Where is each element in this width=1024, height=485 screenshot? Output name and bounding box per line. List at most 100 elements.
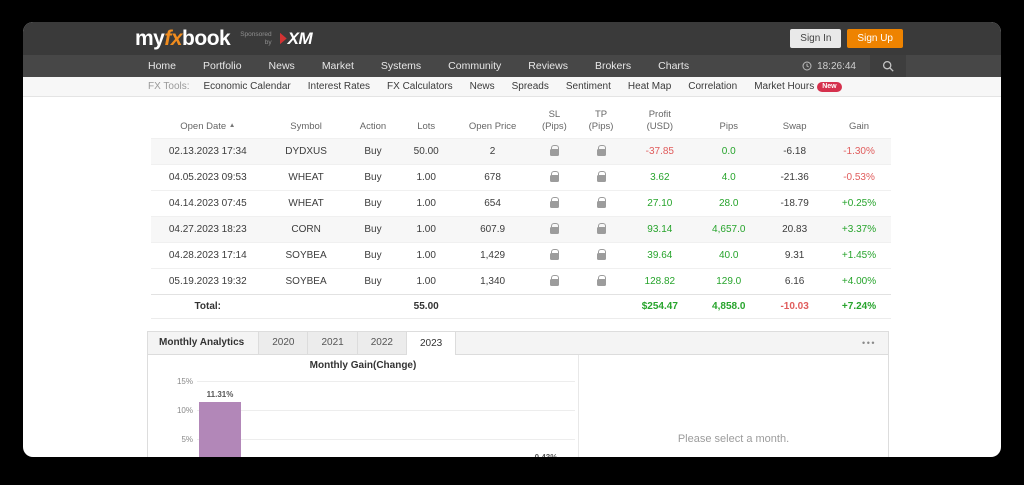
fx-tool-economic-calendar[interactable]: Economic Calendar xyxy=(203,81,291,92)
top-header: my fx book Sponsored by XM Sign In Sign Up xyxy=(23,22,1001,55)
cell-open-price: 678 xyxy=(454,163,532,191)
logo-text-my: my xyxy=(135,26,165,50)
year-tab-2023[interactable]: 2023 xyxy=(405,331,457,355)
cell-sl xyxy=(531,189,578,217)
monthly-analytics-panel: Monthly Analytics 2020 2021 2022 2023 ••• M… xyxy=(147,330,889,457)
column-header-open-price: Open Price xyxy=(468,120,517,132)
cell-lots: 1.00 xyxy=(398,215,455,243)
year-tab-2021[interactable]: 2021 xyxy=(307,331,357,354)
sponsored-by-label: Sponsored by xyxy=(240,31,272,46)
cell-symbol: WHEAT xyxy=(264,163,348,191)
nav-item-home[interactable]: Home xyxy=(148,60,177,72)
column-header-profit: Profit (USD) xyxy=(646,109,674,132)
chart-plot-area: 15% 10% 5% 11.31% 0.43% xyxy=(177,375,576,457)
fx-tool-market-hours[interactable]: Market Hours New xyxy=(754,81,842,92)
fx-tools-label: FX Tools: xyxy=(148,81,190,92)
total-pips: 4,858.0 xyxy=(695,293,763,319)
year-tab-2020[interactable]: 2020 xyxy=(258,331,308,354)
cell-gain: +3.37% xyxy=(827,215,891,243)
fx-tool-interest-rates[interactable]: Interest Rates xyxy=(307,81,371,92)
nav-item-community[interactable]: Community xyxy=(448,60,502,72)
nav-item-charts[interactable]: Charts xyxy=(658,60,690,72)
fx-tool-news[interactable]: News xyxy=(469,81,495,92)
sign-up-button[interactable]: Sign Up xyxy=(847,29,903,48)
cell-tp xyxy=(577,241,625,269)
cell-sl xyxy=(531,241,578,269)
cell-tp xyxy=(577,267,625,295)
cell-swap: -21.36 xyxy=(762,163,828,191)
gridline-15pct xyxy=(197,380,575,382)
cell-swap: 6.16 xyxy=(762,267,828,295)
gain-bar-label-2: 0.43% xyxy=(516,453,576,457)
panel-menu-button[interactable]: ••• xyxy=(862,337,876,348)
y-tick-label: 5% xyxy=(181,434,193,444)
tp-lock-icon xyxy=(596,274,607,286)
gridline-10pct xyxy=(197,409,575,411)
search-icon xyxy=(882,60,894,72)
cell-profit: -37.85 xyxy=(624,137,696,165)
cell-open-date: 04.28.2023 17:14 xyxy=(151,241,265,269)
cell-gain: +4.00% xyxy=(827,267,891,295)
year-tab-2022[interactable]: 2022 xyxy=(356,331,406,354)
cell-tp xyxy=(577,137,625,165)
sign-in-button[interactable]: Sign In xyxy=(790,29,842,48)
cell-profit: 93.14 xyxy=(624,215,696,243)
myfxbook-logo[interactable]: my fx book xyxy=(135,26,231,51)
total-profit: $254.47 xyxy=(624,293,696,319)
xm-logo[interactable]: XM xyxy=(279,29,313,49)
total-lots: 55.00 xyxy=(398,293,455,319)
cell-open-date: 02.13.2023 17:34 xyxy=(151,137,265,165)
trade-row: 02.13.2023 17:34 DYDXUS Buy 50.00 2 -37.85 0.0… xyxy=(151,137,891,165)
logo-text-book: book xyxy=(182,26,231,50)
cell-lots: 50.00 xyxy=(398,137,455,165)
cell-pips: 40.0 xyxy=(695,241,763,269)
fx-tool-sentiment[interactable]: Sentiment xyxy=(565,81,611,92)
cell-sl xyxy=(531,215,578,243)
cell-action: Buy xyxy=(347,241,399,269)
cell-action: Buy xyxy=(347,163,399,191)
trade-row: 05.19.2023 19:32 SOYBEA Buy 1.00 1,340 128.82… xyxy=(151,267,891,295)
nav-item-brokers[interactable]: Brokers xyxy=(594,60,632,72)
nav-right: 18:26:44 xyxy=(802,55,906,77)
column-header-open-date[interactable]: Open Date ▲ xyxy=(180,120,236,132)
logo-text-fx: fx xyxy=(164,26,183,50)
cell-profit: 3.62 xyxy=(624,163,696,191)
cell-gain: +1.45% xyxy=(827,241,891,269)
table-header: Open Date ▲ Symbol Action Lots Open Price SL(… xyxy=(151,101,891,138)
fx-tool-correlation[interactable]: Correlation xyxy=(688,81,738,92)
browser-page: my fx book Sponsored by XM Sign In Sign Up… xyxy=(23,22,1001,457)
nav-item-reviews[interactable]: Reviews xyxy=(528,60,568,72)
fx-tool-heat-map[interactable]: Heat Map xyxy=(627,81,672,92)
monthly-gain-chart: Monthly Gain(Change) 15% 10% 5% 11.31% 0.43% xyxy=(148,355,578,457)
nav-item-market[interactable]: Market xyxy=(321,60,354,72)
cell-sl xyxy=(531,137,578,165)
column-header-pips: Pips xyxy=(719,120,738,132)
nav-item-news[interactable]: News xyxy=(268,60,295,72)
column-header-action: Action xyxy=(359,120,387,132)
cell-pips: 0.0 xyxy=(695,137,763,165)
trade-row: 04.05.2023 09:53 WHEAT Buy 1.00 678 3.62 4.0 -2… xyxy=(151,163,891,191)
fx-tool-spreads[interactable]: Spreads xyxy=(511,81,549,92)
cell-symbol: SOYBEA xyxy=(264,267,348,295)
cell-lots: 1.00 xyxy=(398,189,455,217)
cell-tp xyxy=(577,215,625,243)
cell-open-date: 04.05.2023 09:53 xyxy=(151,163,265,191)
fx-tool-fx-calculators[interactable]: FX Calculators xyxy=(387,81,453,92)
sl-lock-icon xyxy=(549,170,560,182)
nav-item-systems[interactable]: Systems xyxy=(380,60,422,72)
cell-open-date: 05.19.2023 19:32 xyxy=(151,267,265,295)
cell-open-date: 04.14.2023 07:45 xyxy=(151,189,265,217)
open-trades-table: Open Date ▲ Symbol Action Lots Open Price SL(… xyxy=(151,101,891,319)
column-header-sl: SL (Pips) xyxy=(542,109,567,132)
nav-item-portfolio[interactable]: Portfolio xyxy=(203,60,242,72)
gain-bar-1[interactable] xyxy=(199,402,241,457)
search-button[interactable] xyxy=(870,55,906,77)
year-tabs: 2020 2021 2022 2023 xyxy=(258,331,457,355)
chart-title: Monthly Gain(Change) xyxy=(309,359,417,371)
column-header-gain: Gain xyxy=(848,120,870,132)
cell-symbol: DYDXUS xyxy=(264,137,348,165)
cell-swap: -18.79 xyxy=(762,189,828,217)
cell-profit: 27.10 xyxy=(624,189,696,217)
total-label: Total: xyxy=(151,293,265,319)
sl-lock-icon xyxy=(549,144,560,156)
